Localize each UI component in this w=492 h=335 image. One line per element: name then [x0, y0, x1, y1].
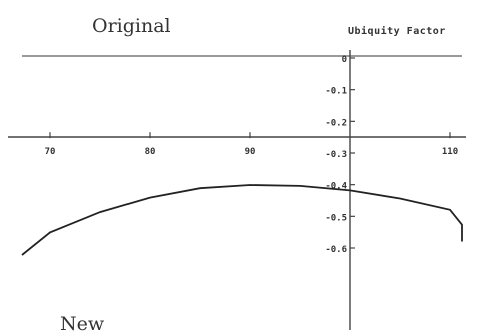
y-tick-label: -0.2	[325, 118, 347, 128]
y-ticks: 0 -0.1 -0.2 -0.3 -0.4 -0.5 -0.6	[325, 55, 355, 255]
x-tick-label: 80	[145, 147, 156, 157]
x-tick-label: 90	[245, 147, 256, 157]
chart-title: Ubiquity Factor	[348, 25, 446, 37]
y-tick-label: -0.6	[325, 245, 347, 255]
series-label-original: Original	[92, 15, 171, 37]
new-curve	[21, 184, 463, 256]
x-tick-label: 110	[442, 147, 458, 157]
series-label-new: New	[60, 313, 105, 335]
y-tick-label: -0.3	[325, 150, 347, 160]
y-tick-label: -0.4	[325, 182, 347, 192]
y-tick-label: -0.1	[325, 87, 347, 97]
y-tick-label: 0	[342, 55, 347, 65]
x-ticks: 70 80 90 110	[45, 132, 458, 157]
y-tick-label: -0.5	[325, 213, 347, 223]
x-tick-label: 70	[45, 147, 56, 157]
